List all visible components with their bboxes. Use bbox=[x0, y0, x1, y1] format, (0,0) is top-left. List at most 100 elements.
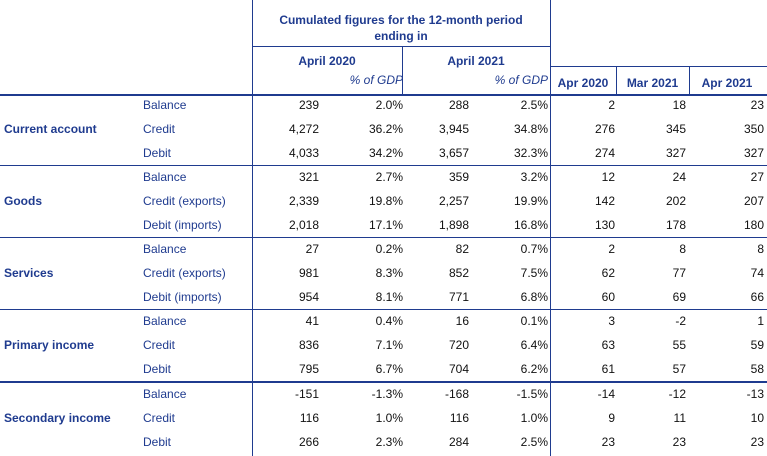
section-title: Secondary income bbox=[4, 411, 111, 425]
cell-apr2021-value: 288 bbox=[448, 98, 469, 112]
cell-monthly-apr2021: 74 bbox=[750, 266, 764, 280]
cell-apr2020-value: 266 bbox=[298, 435, 319, 449]
cell-apr2020-pct-gdp: 2.7% bbox=[375, 170, 403, 184]
cell-apr2020-value: 321 bbox=[298, 170, 319, 184]
section-title: Primary income bbox=[4, 338, 95, 352]
cell-monthly-apr2020: 12 bbox=[601, 170, 615, 184]
cell-apr2020-value: 27 bbox=[305, 242, 319, 256]
divider-col-cumulated-left bbox=[252, 0, 253, 456]
cell-monthly-mar2021: 345 bbox=[665, 122, 686, 136]
cell-apr2020-pct-gdp: 0.4% bbox=[375, 314, 403, 328]
cell-monthly-apr2021: 27 bbox=[750, 170, 764, 184]
divider-under-cumulated-title bbox=[252, 46, 550, 47]
cell-monthly-mar2021: 23 bbox=[672, 435, 686, 449]
row-label: Debit bbox=[143, 435, 172, 449]
cumulated-header-line2: ending in bbox=[374, 29, 428, 43]
cell-apr2020-value: 2,018 bbox=[288, 218, 319, 232]
cell-apr2020-pct-gdp: 8.3% bbox=[375, 266, 403, 280]
cell-monthly-apr2021: 350 bbox=[743, 122, 764, 136]
header-monthly-apr-2020: Apr 2020 bbox=[557, 76, 609, 90]
divider-section-goods bbox=[0, 165, 767, 166]
divider-col-monthly-1 bbox=[616, 66, 617, 94]
cell-apr2021-pct-gdp: 0.7% bbox=[520, 242, 548, 256]
cell-apr2021-pct-gdp: 6.8% bbox=[520, 290, 548, 304]
row-label: Credit (exports) bbox=[143, 266, 226, 280]
header-monthly-apr-2021: Apr 2021 bbox=[701, 76, 753, 90]
row-label: Debit (imports) bbox=[143, 290, 222, 304]
cell-apr2021-value: 116 bbox=[449, 411, 469, 425]
cell-apr2020-value: 836 bbox=[298, 338, 319, 352]
cell-monthly-mar2021: -12 bbox=[668, 387, 686, 401]
cell-monthly-mar2021: 55 bbox=[672, 338, 686, 352]
cell-apr2021-value: 704 bbox=[448, 362, 469, 376]
cell-apr2021-pct-gdp: 3.2% bbox=[520, 170, 548, 184]
cell-apr2021-value: 284 bbox=[448, 435, 469, 449]
divider-header-bottom bbox=[0, 94, 767, 96]
cell-monthly-mar2021: 178 bbox=[665, 218, 686, 232]
row-label: Balance bbox=[143, 314, 187, 328]
row-label: Debit bbox=[143, 146, 172, 160]
cell-monthly-apr2020: 60 bbox=[601, 290, 615, 304]
cell-monthly-mar2021: 77 bbox=[672, 266, 686, 280]
header-april-2021: April 2021 bbox=[447, 54, 505, 68]
divider-section-primary bbox=[0, 309, 767, 310]
row-label: Credit (exports) bbox=[143, 194, 226, 208]
cell-apr2020-value: 4,272 bbox=[288, 122, 319, 136]
cell-monthly-apr2021: 180 bbox=[743, 218, 764, 232]
cell-monthly-apr2021: 58 bbox=[750, 362, 764, 376]
cell-apr2020-value: 4,033 bbox=[288, 146, 319, 160]
cell-apr2021-pct-gdp: 32.3% bbox=[513, 146, 548, 160]
cell-monthly-apr2021: 59 bbox=[750, 338, 764, 352]
cell-monthly-mar2021: -2 bbox=[675, 314, 686, 328]
cell-monthly-apr2021: 8 bbox=[757, 242, 764, 256]
row-label: Balance bbox=[143, 98, 187, 112]
cell-apr2021-value: 16 bbox=[455, 314, 469, 328]
cell-apr2021-value: 3,945 bbox=[438, 122, 469, 136]
row-label: Balance bbox=[143, 387, 187, 401]
divider-col-monthly-left bbox=[550, 0, 551, 456]
cell-monthly-mar2021: 18 bbox=[672, 98, 686, 112]
cell-apr2021-pct-gdp: 6.2% bbox=[520, 362, 548, 376]
cell-apr2021-pct-gdp: 1.0% bbox=[520, 411, 548, 425]
cell-apr2021-value: 1,898 bbox=[438, 218, 469, 232]
cell-monthly-apr2020: 130 bbox=[594, 218, 615, 232]
section-title: Services bbox=[4, 266, 54, 280]
cell-apr2020-value: 239 bbox=[298, 98, 319, 112]
cell-apr2020-pct-gdp: 0.2% bbox=[375, 242, 403, 256]
cell-apr2020-pct-gdp: 34.2% bbox=[368, 146, 403, 160]
cell-apr2020-pct-gdp: -1.3% bbox=[371, 387, 403, 401]
cell-apr2020-pct-gdp: 19.8% bbox=[368, 194, 403, 208]
cell-monthly-apr2020: 9 bbox=[608, 411, 615, 425]
cell-apr2020-pct-gdp: 7.1% bbox=[375, 338, 403, 352]
cell-apr2021-value: 771 bbox=[448, 290, 469, 304]
cell-apr2021-value: 359 bbox=[448, 170, 469, 184]
cell-apr2021-pct-gdp: 2.5% bbox=[520, 435, 548, 449]
header-april-2020: April 2020 bbox=[298, 54, 356, 68]
cell-apr2020-value: 116 bbox=[299, 411, 319, 425]
divider-col-monthly-2 bbox=[689, 66, 690, 94]
divider-section-secondary bbox=[0, 381, 767, 383]
cell-monthly-mar2021: 202 bbox=[665, 194, 686, 208]
cell-monthly-apr2021: -13 bbox=[746, 387, 764, 401]
cell-apr2021-value: 852 bbox=[448, 266, 469, 280]
cell-apr2020-pct-gdp: 6.7% bbox=[375, 362, 403, 376]
cell-monthly-apr2020: 61 bbox=[601, 362, 615, 376]
cell-apr2021-pct-gdp: 7.5% bbox=[520, 266, 548, 280]
cell-apr2021-value: 720 bbox=[448, 338, 469, 352]
cell-apr2020-value: -151 bbox=[294, 387, 319, 401]
cell-apr2020-pct-gdp: 36.2% bbox=[368, 122, 403, 136]
cell-apr2021-value: -168 bbox=[444, 387, 469, 401]
cell-monthly-apr2020: -14 bbox=[597, 387, 615, 401]
cell-apr2021-pct-gdp: 2.5% bbox=[520, 98, 548, 112]
cell-apr2020-pct-gdp: 2.3% bbox=[375, 435, 403, 449]
cell-apr2021-pct-gdp: 0.1% bbox=[520, 314, 548, 328]
cell-monthly-apr2021: 207 bbox=[743, 194, 764, 208]
header-pct-gdp-2021: % of GDP bbox=[494, 73, 548, 87]
cell-monthly-mar2021: 11 bbox=[673, 411, 686, 425]
cell-apr2020-pct-gdp: 8.1% bbox=[375, 290, 403, 304]
cell-apr2020-value: 795 bbox=[298, 362, 319, 376]
cell-monthly-apr2021: 66 bbox=[750, 290, 764, 304]
header-pct-gdp-2020: % of GDP bbox=[349, 73, 403, 87]
row-label: Debit bbox=[143, 362, 172, 376]
cell-monthly-apr2021: 1 bbox=[757, 314, 764, 328]
